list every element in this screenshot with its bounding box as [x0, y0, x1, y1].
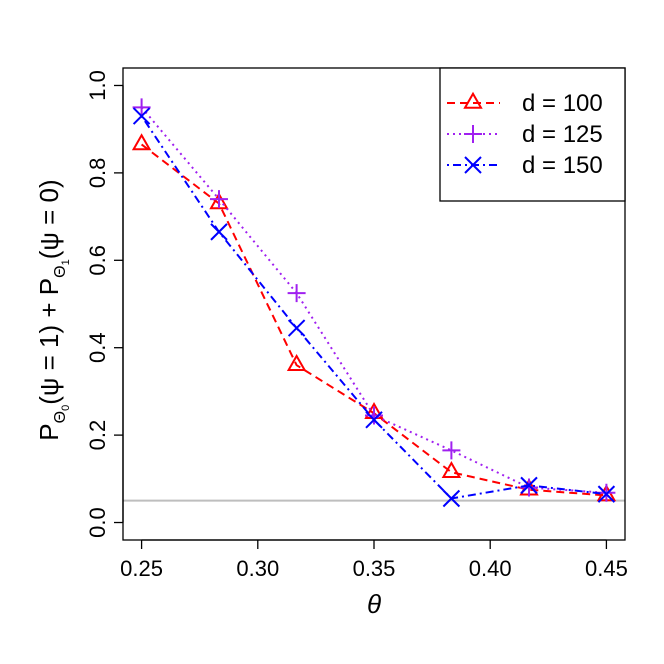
y-tick-label: 0.2 — [85, 420, 110, 451]
data-point — [287, 284, 306, 303]
data-point — [286, 353, 307, 371]
data-point — [442, 489, 461, 508]
x-tick-label: 0.25 — [120, 556, 163, 581]
x-tick-label: 0.40 — [469, 556, 512, 581]
data-point — [441, 461, 462, 479]
y-axis: 0.0 0.2 0.4 0.6 0.8 1.0 — [85, 70, 124, 538]
y-axis-label: PΘ0(ψ = 1) + PΘ1(ψ = 0) — [34, 179, 72, 440]
legend-entry-3: d = 150 — [447, 152, 603, 179]
y-tick-label: 1.0 — [85, 70, 110, 101]
legend-marker — [463, 91, 483, 109]
legend-label: d = 150 — [522, 152, 603, 179]
y-tick-label: 0.8 — [85, 158, 110, 189]
y-tick-label: 0.0 — [85, 507, 110, 538]
x-axis-label: θ — [367, 589, 381, 619]
data-point — [442, 441, 461, 460]
data-point — [597, 485, 616, 503]
series-2 — [132, 98, 616, 502]
legend: d = 100 d = 125 d = 150 — [439, 67, 626, 202]
legend-entry-1: d = 100 — [447, 90, 603, 117]
data-point — [131, 133, 152, 151]
series-layer — [131, 98, 617, 508]
series-3 — [132, 107, 616, 508]
data-point — [520, 476, 538, 495]
legend-label: d = 125 — [522, 121, 603, 148]
data-point — [520, 478, 539, 497]
x-tick-label: 0.30 — [236, 556, 279, 581]
legend-marker — [464, 156, 482, 174]
legend-entry-2: d = 125 — [447, 121, 603, 148]
legend-label: d = 100 — [522, 90, 603, 117]
x-axis: 0.25 0.30 0.35 0.40 0.45 — [120, 539, 628, 581]
y-tick-label: 0.6 — [85, 245, 110, 276]
data-point — [365, 406, 383, 425]
data-point — [287, 319, 306, 337]
x-tick-label: 0.35 — [353, 556, 396, 581]
legend-marker — [464, 125, 482, 143]
data-point — [132, 98, 151, 117]
y-tick-label: 0.4 — [85, 332, 110, 363]
data-point — [132, 107, 151, 125]
data-point — [365, 411, 383, 429]
data-point — [210, 223, 228, 241]
x-tick-label: 0.45 — [585, 556, 628, 581]
data-point — [209, 190, 228, 209]
data-point — [209, 192, 229, 210]
